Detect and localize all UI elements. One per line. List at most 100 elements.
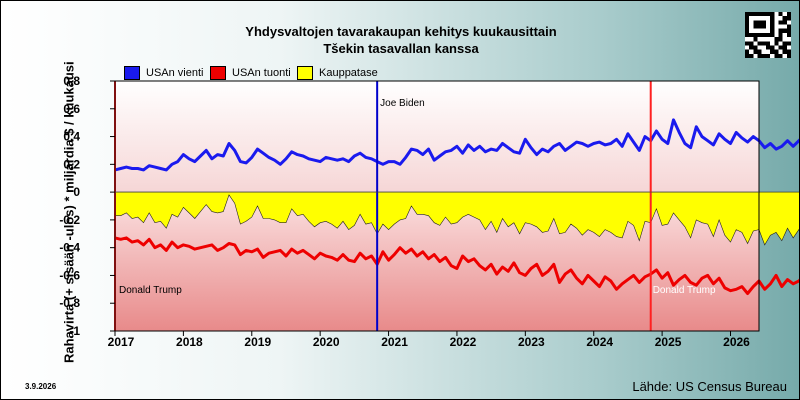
qr-module <box>753 24 758 29</box>
x-tick-label: 2019 <box>244 335 271 349</box>
qr-module <box>753 12 758 17</box>
qr-module <box>782 45 787 50</box>
qr-module <box>778 37 783 42</box>
qr-module <box>778 20 783 25</box>
legend-label-export: USAn vienti <box>146 67 204 79</box>
legend-swatch-import <box>210 66 226 81</box>
qr-module <box>745 20 750 25</box>
qr-module <box>753 32 758 38</box>
x-tick-label: 2022 <box>450 335 477 349</box>
y-tick-label: -0.8 <box>59 296 80 310</box>
qr-module <box>745 49 750 54</box>
qr-module <box>774 41 779 46</box>
qr-module <box>765 41 771 46</box>
y-tick-label: 0.4 <box>63 130 80 144</box>
date-label: 3.9.2026 <box>25 382 57 391</box>
qr-module <box>782 41 787 46</box>
qr-module <box>761 12 766 17</box>
qr-module <box>770 12 775 17</box>
qr-module <box>765 45 771 50</box>
legend-swatch-balance <box>297 66 313 81</box>
x-tick-label: 2021 <box>381 335 408 349</box>
legend-item-balance: Kauppatase <box>297 65 378 81</box>
qr-module <box>757 20 762 25</box>
qr-module <box>786 49 791 54</box>
qr-module <box>786 41 791 46</box>
legend-label-balance: Kauppatase <box>319 67 378 79</box>
source-label: Lähde: US Census Bureau <box>632 379 787 394</box>
qr-code-icon <box>745 12 791 58</box>
qr-module <box>761 20 766 25</box>
qr-module <box>770 45 775 50</box>
qr-module <box>753 49 758 54</box>
legend-label-import: USAn tuonti <box>232 67 291 79</box>
qr-module <box>770 20 775 25</box>
qr-module <box>786 12 791 17</box>
legend-item-import: USAn tuonti <box>210 65 291 81</box>
y-tick-label: 0.8 <box>63 74 80 88</box>
y-tick-label: -0.4 <box>59 241 80 255</box>
balance-area-layer <box>114 191 799 246</box>
series-lines-layer <box>114 118 799 295</box>
y-tick-label: -0.2 <box>59 213 80 227</box>
qr-module <box>770 32 775 38</box>
qr-module <box>778 32 783 38</box>
series-line-export <box>114 118 799 172</box>
qr-module <box>745 53 750 58</box>
event-label-2: Donald Trump <box>653 285 716 296</box>
x-tick-label: 2026 <box>723 335 750 349</box>
qr-module <box>770 28 775 33</box>
event-label-0: Donald Trump <box>119 285 182 296</box>
qr-module <box>745 41 750 46</box>
qr-module <box>757 41 762 46</box>
y-tick-label: 0.6 <box>63 102 80 116</box>
qr-module <box>745 24 750 29</box>
qr-module <box>774 49 779 54</box>
legend-swatch-export <box>124 66 140 81</box>
qr-module <box>761 53 766 58</box>
qr-module <box>782 28 787 33</box>
y-tick-label: -0.6 <box>59 268 80 282</box>
plot-border <box>114 80 760 332</box>
qr-module <box>757 24 762 29</box>
qr-module <box>745 16 750 21</box>
qr-module <box>778 12 783 17</box>
qr-module <box>757 49 762 54</box>
qr-module <box>745 28 750 33</box>
qr-module <box>770 49 775 54</box>
qr-module <box>782 20 787 25</box>
qr-module <box>774 53 779 58</box>
series-line-import <box>114 236 799 295</box>
qr-module <box>778 45 783 50</box>
qr-module <box>745 12 750 17</box>
x-tick-label: 2023 <box>518 335 545 349</box>
event-label-1: Joe Biden <box>380 98 424 109</box>
x-tick-label: 2024 <box>586 335 613 349</box>
qr-module <box>757 32 762 38</box>
qr-module <box>749 32 754 38</box>
qr-module <box>745 32 750 38</box>
chart-subtitle: Tšekin tasavallan kanssa <box>323 41 479 56</box>
qr-module <box>786 24 791 29</box>
axes-layer: 0.8 0.6 0.4 0.2 0 -0.2 -0.4 -0.6 -0.8 -1 2017 2018 2… <box>59 74 760 349</box>
x-tick-label: 2025 <box>655 335 682 349</box>
qr-module <box>782 16 787 21</box>
qr-module <box>770 16 775 21</box>
y-tick-label: 0.2 <box>63 157 80 171</box>
qr-module <box>749 12 754 17</box>
x-tick-label: 2017 <box>108 335 135 349</box>
qr-module <box>757 53 762 58</box>
balance-area <box>114 191 799 246</box>
chart-title: Yhdysvaltojen tavarakaupan kehitys kuuka… <box>245 24 557 39</box>
y-tick-label: -1 <box>69 324 80 338</box>
qr-module <box>782 49 787 54</box>
qr-module <box>786 53 791 58</box>
qr-module <box>749 41 754 46</box>
qr-module <box>770 24 775 29</box>
qr-module <box>749 45 754 50</box>
qr-module <box>765 32 771 38</box>
plot-positive-band <box>115 81 759 193</box>
qr-module <box>778 28 783 33</box>
